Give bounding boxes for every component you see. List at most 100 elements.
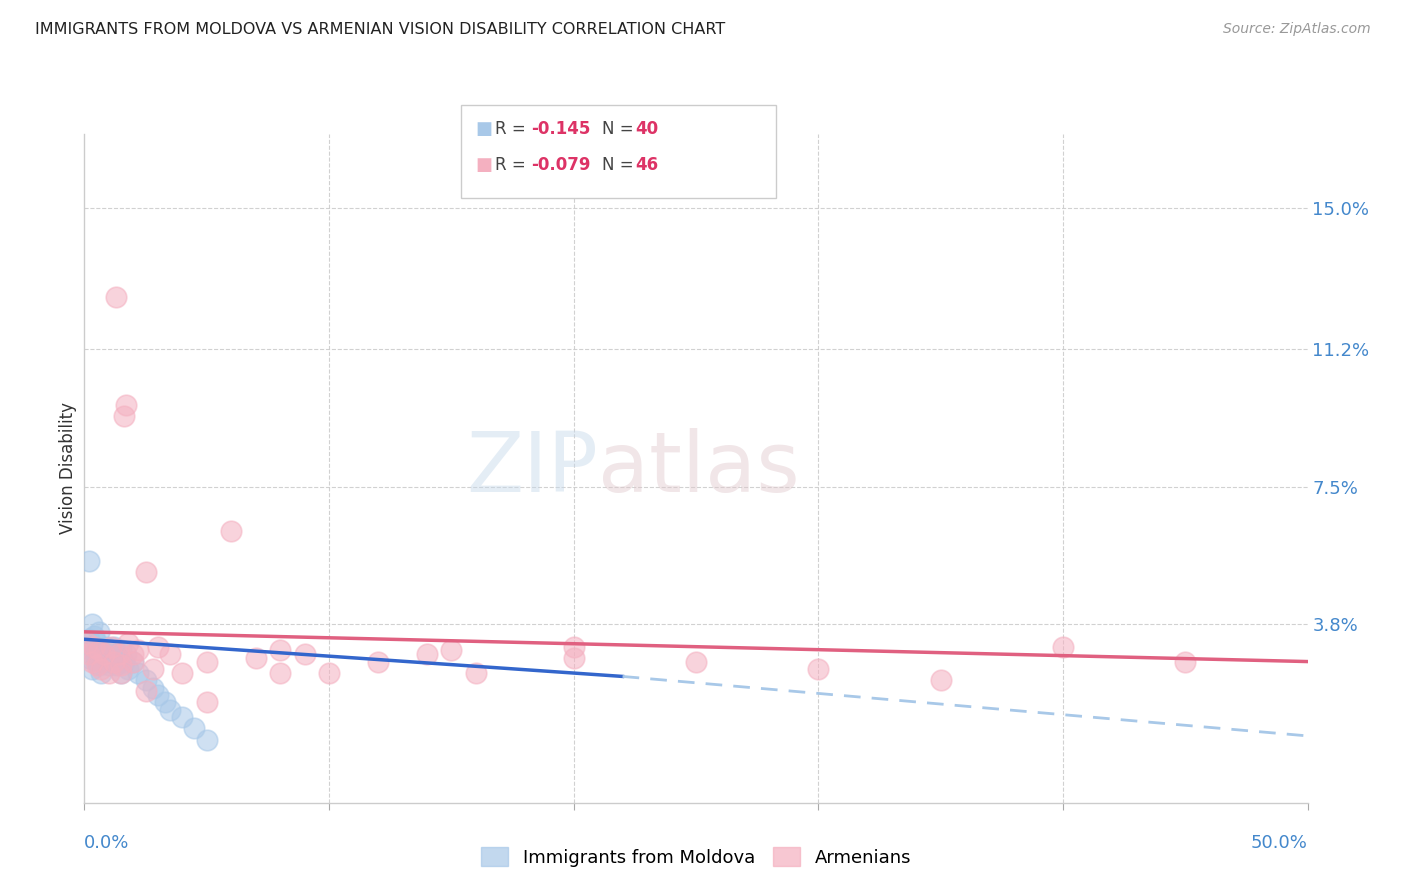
Point [440,643,463,657]
Point [100,647,122,661]
Point [97,651,120,665]
Point [90,643,112,657]
Point [83,629,105,643]
Point [159,703,181,717]
Point [929,673,952,688]
Point [195,655,218,669]
Text: atlas: atlas [598,428,800,508]
Point [80,662,103,676]
Point [110,643,132,657]
Point [110,665,132,680]
Point [122,647,145,661]
Text: ■: ■ [475,120,492,138]
Text: ■: ■ [475,156,492,174]
Point [135,566,157,580]
Point [90,665,112,680]
Text: R =: R = [495,120,531,138]
Point [103,655,125,669]
Point [107,647,129,661]
Point [172,710,194,724]
Text: 0.0%: 0.0% [84,834,129,852]
Text: -0.079: -0.079 [531,156,591,174]
Point [146,688,169,702]
Point [87,643,110,657]
Point [77,647,100,661]
Point [122,655,145,669]
Point [93,647,115,661]
Point [1174,655,1197,669]
Text: Source: ZipAtlas.com: Source: ZipAtlas.com [1223,22,1371,37]
Point [117,662,139,676]
Point [195,732,218,747]
Y-axis label: Vision Disability: Vision Disability [59,402,77,534]
Point [135,684,157,698]
Point [195,696,218,710]
Point [122,655,145,669]
Text: R =: R = [495,156,531,174]
Point [76,636,98,650]
Point [1052,640,1074,654]
Point [416,647,439,661]
Text: IMMIGRANTS FROM MOLDOVA VS ARMENIAN VISION DISABILITY CORRELATION CHART: IMMIGRANTS FROM MOLDOVA VS ARMENIAN VISI… [35,22,725,37]
Point [183,722,205,736]
Point [87,658,110,673]
Point [807,662,830,676]
Text: -0.145: -0.145 [531,120,591,138]
Point [105,658,128,673]
Point [100,640,122,654]
Point [269,665,291,680]
Point [112,409,135,424]
Point [172,665,194,680]
Point [77,651,100,665]
Point [90,662,112,676]
Point [112,655,135,669]
Point [76,640,98,654]
Text: 46: 46 [636,156,658,174]
Point [110,658,132,673]
Point [77,554,100,568]
Point [562,640,585,654]
Text: ZIP: ZIP [467,428,598,508]
Point [96,640,118,654]
Point [83,640,105,654]
Point [153,696,176,710]
Point [86,636,108,650]
Point [219,524,242,539]
Point [93,655,115,669]
Text: 50.0%: 50.0% [1251,834,1308,852]
Point [80,655,103,669]
Point [105,290,128,304]
Point [142,662,165,676]
Point [110,665,132,680]
Point [103,640,125,654]
Point [294,647,316,661]
Point [146,640,169,654]
Point [86,655,108,669]
Point [318,665,340,680]
Point [127,643,149,657]
Point [127,665,149,680]
Point [562,651,585,665]
Point [80,617,103,632]
Point [83,647,105,661]
Point [245,651,267,665]
Point [107,651,129,665]
Text: N =: N = [602,156,638,174]
Point [97,665,120,680]
Point [685,655,707,669]
Point [269,643,291,657]
Point [367,655,389,669]
Point [97,658,120,673]
Point [77,632,100,647]
Point [464,665,486,680]
Point [93,647,115,661]
Point [115,398,138,412]
Point [115,647,138,661]
Point [142,681,165,695]
Point [87,624,110,639]
Text: 40: 40 [636,120,658,138]
Point [103,655,125,669]
Point [159,647,181,661]
Point [117,636,139,650]
Point [80,643,103,657]
